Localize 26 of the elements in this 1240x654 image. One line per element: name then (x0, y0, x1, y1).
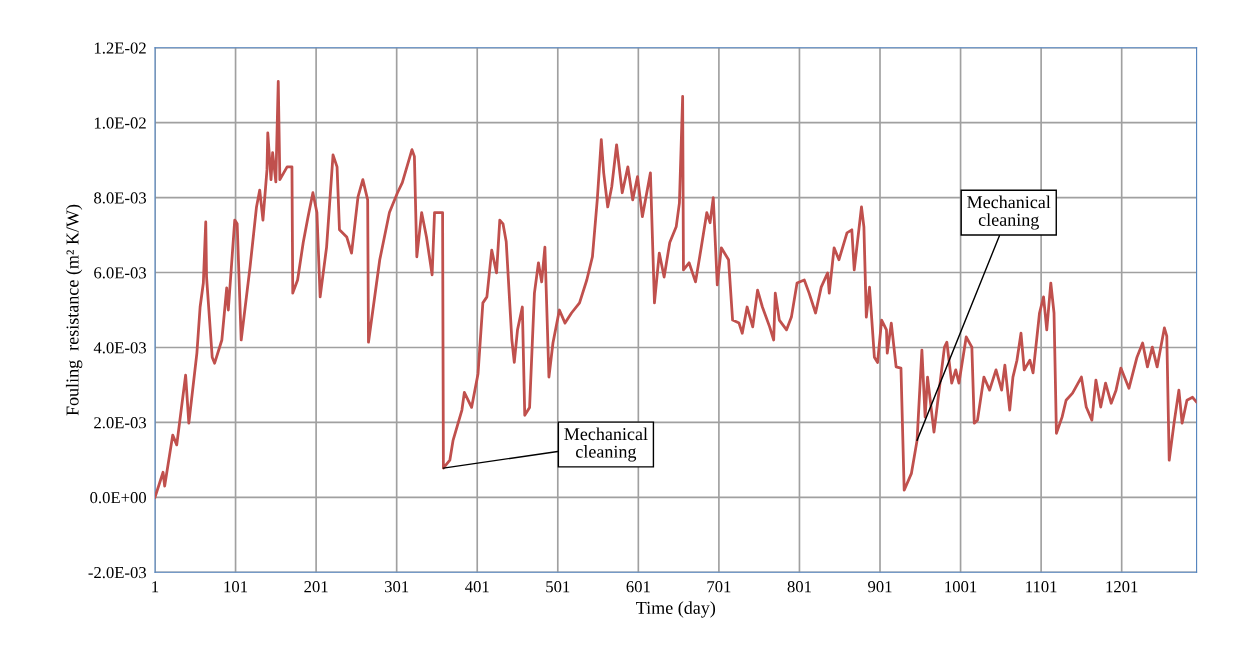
x-tick-label: 801 (787, 581, 811, 593)
x-tick-label: 1 (152, 581, 159, 593)
x-tick-label: 1001 (945, 581, 977, 593)
y-tick-label: 8.0E-03 (94, 192, 147, 204)
x-tick-label: 501 (546, 581, 570, 593)
y-tick-label: 2.0E-03 (94, 417, 147, 429)
y-tick-label: 1.0E-02 (94, 117, 146, 129)
x-tick-label: 1101 (1026, 581, 1057, 593)
x-tick-label: 701 (707, 581, 731, 593)
y-axis-title: Fouling resistance (m² K/W) (65, 204, 83, 416)
annotation: Mechanical cleaning (564, 427, 648, 462)
x-tick-label: 901 (868, 581, 892, 593)
y-tick-label: 6.0E-03 (94, 267, 147, 279)
x-tick-label: 1201 (1106, 581, 1138, 593)
x-tick-label: 101 (224, 581, 248, 593)
y-tick-label: 0.0E+00 (90, 492, 147, 504)
y-tick-label: 4.0E-03 (93, 342, 147, 354)
x-tick-label: 401 (465, 581, 489, 593)
x-axis-title: Time (day) (636, 601, 716, 618)
y-tick-label: -2.0E-03 (88, 566, 147, 579)
y-tick-label: 1.2E-02 (94, 42, 146, 54)
x-tick-label: 201 (304, 581, 328, 593)
annotation: Mechanical cleaning (967, 195, 1051, 230)
x-tick-label: 301 (384, 581, 409, 593)
line-series (155, 80, 1197, 499)
x-tick-label: 601 (626, 581, 650, 593)
